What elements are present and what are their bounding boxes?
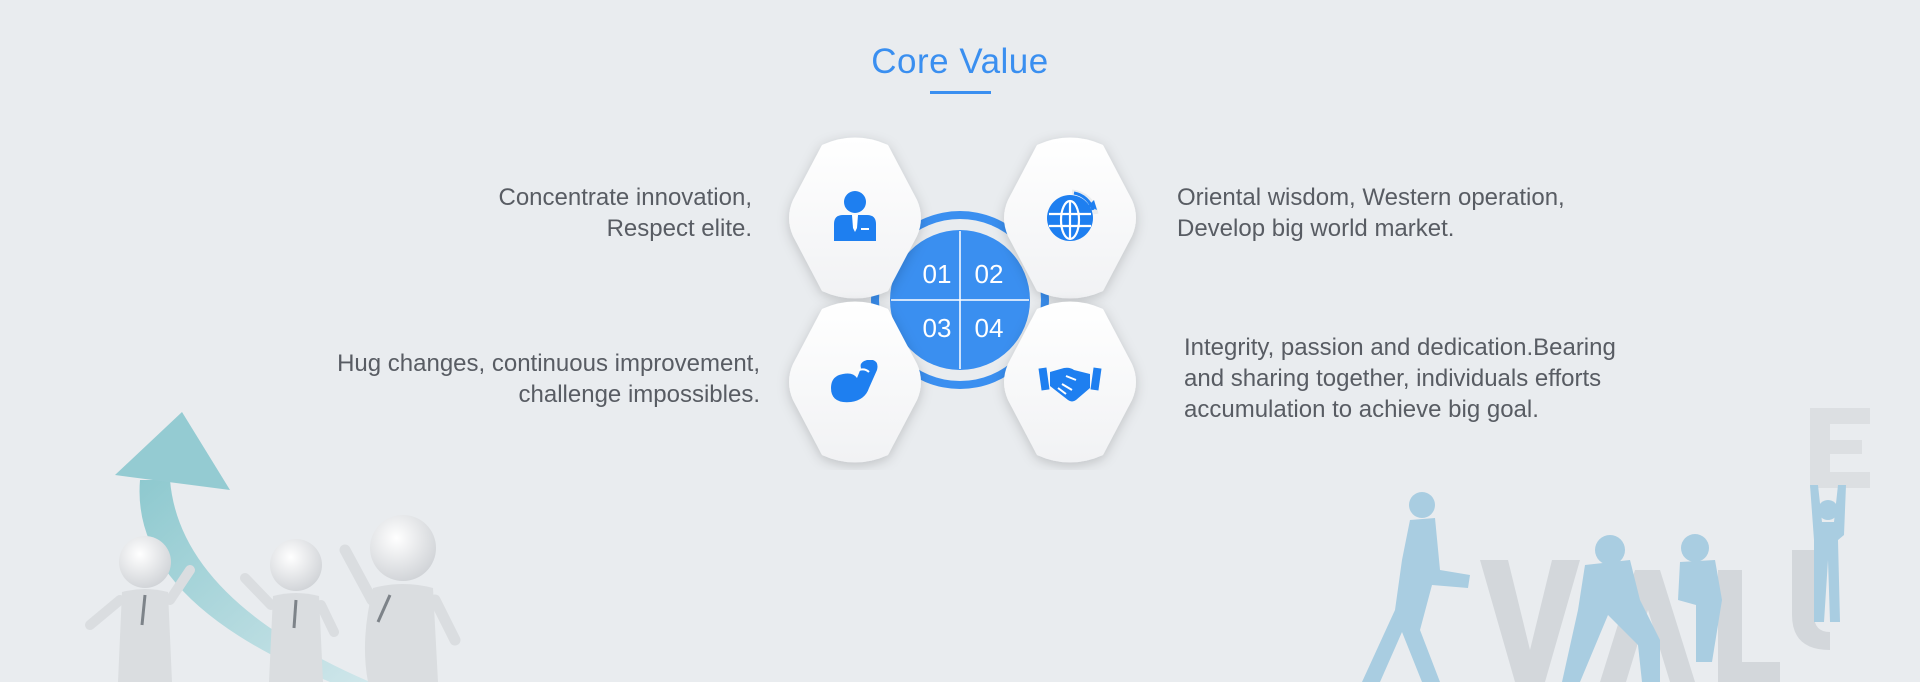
number-03: 03: [923, 313, 952, 343]
value-04-line-2: and sharing together, individuals effort…: [1184, 365, 1602, 392]
hexagon-03: [789, 301, 921, 463]
value-03-line-2: challenge impossibles.: [518, 381, 760, 408]
number-01: 01: [923, 259, 952, 289]
globe-refresh-icon: [1047, 189, 1099, 241]
business-person-icon: [834, 191, 876, 241]
number-02: 02: [975, 259, 1004, 289]
value-03-text: Hug changes, continuous improvement, cha…: [337, 348, 760, 410]
flexed-arm-icon: [831, 360, 878, 403]
figure-icon: [1362, 492, 1470, 682]
value-01-text: Concentrate innovation, Respect elite.: [499, 182, 753, 244]
figure-icon: [1562, 535, 1660, 682]
value-01-line-1: Concentrate innovation,: [498, 184, 753, 211]
figure-icon: [1678, 534, 1722, 662]
hexagon-02: [1004, 137, 1136, 299]
value-02-line-1: Oriental wisdom, Western operation,: [1177, 184, 1565, 211]
center-circle: 01 02 03 04: [871, 211, 1049, 389]
value-04-line-3: accumulation to achieve big goal.: [1184, 396, 1539, 423]
value-04-line-1: Integrity, passion and dedication.Bearin…: [1184, 334, 1616, 361]
page-title: Core Value: [871, 42, 1049, 81]
number-04: 04: [975, 313, 1004, 343]
value-02-text: Oriental wisdom, Western operation, Deve…: [1177, 182, 1565, 244]
title-underline: [930, 91, 991, 94]
handshake-icon: [1038, 367, 1102, 402]
value-04-text: Integrity, passion and dedication.Bearin…: [1184, 332, 1616, 425]
value-01-line-2: Respect elite.: [606, 215, 752, 242]
value-03-line-1: Hug changes, continuous improvement,: [337, 350, 760, 377]
growth-figures-illustration: [85, 412, 461, 682]
figure-icon: [240, 539, 339, 682]
figure-icon: [85, 536, 195, 682]
letters-graphic: [1480, 408, 1870, 682]
figure-icon: [1810, 485, 1846, 622]
hexagon-04: [1004, 301, 1136, 463]
hexagon-01: [789, 137, 921, 299]
value-letters-illustration: [1362, 408, 1870, 682]
figure-icon: [339, 515, 461, 682]
core-value-diagram: 01 02 03 04: [789, 137, 1136, 463]
value-02-line-2: Develop big world market.: [1177, 215, 1455, 242]
